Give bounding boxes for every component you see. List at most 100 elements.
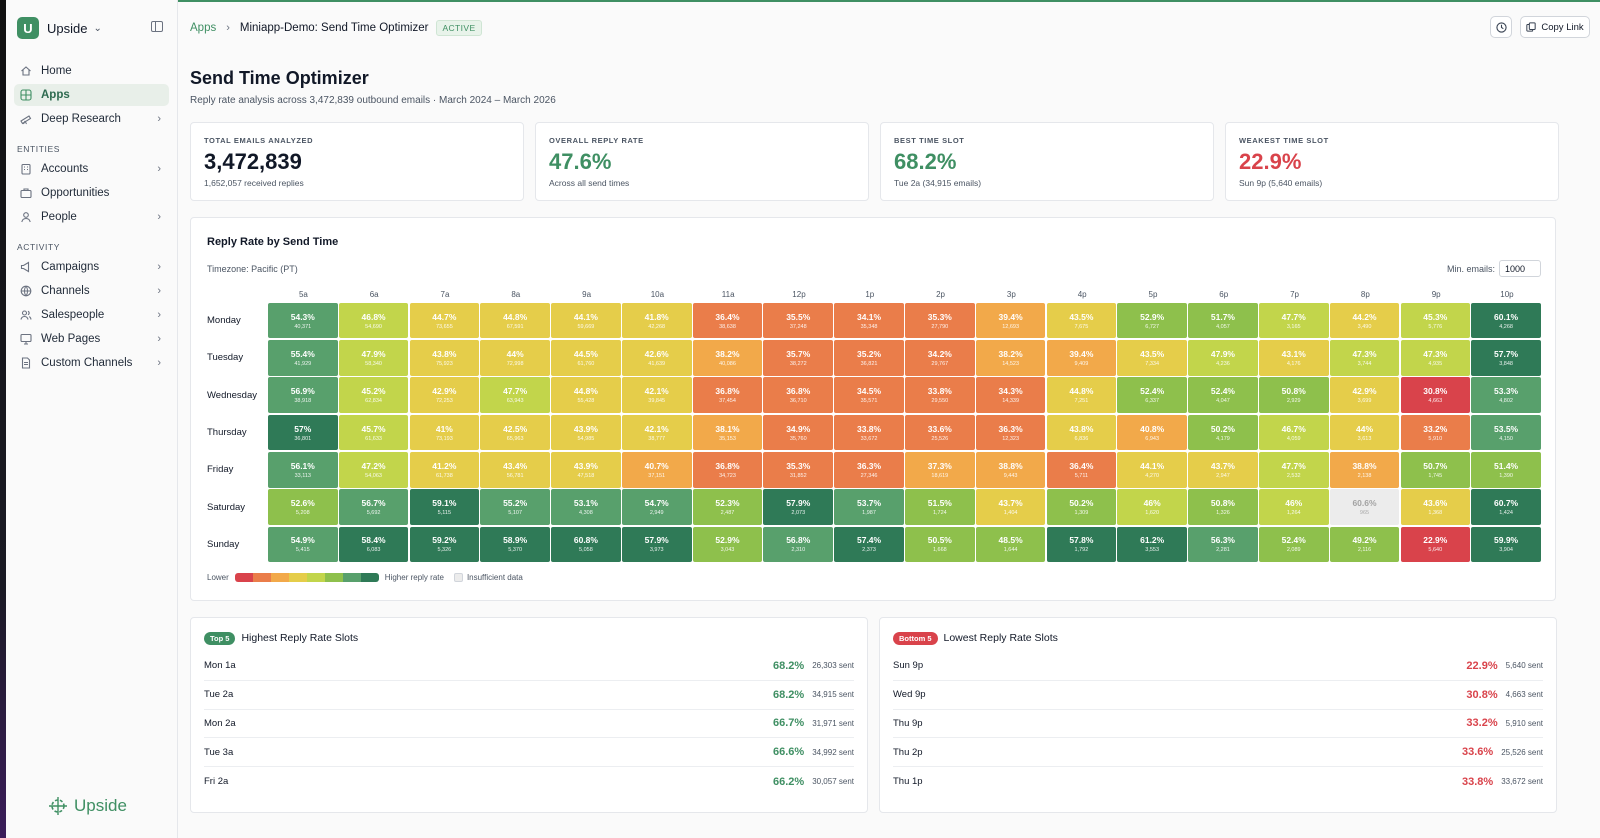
heatmap-cell[interactable]: 42.6% 41,639 <box>621 340 692 376</box>
heatmap-cell[interactable]: 22.9% 5,640 <box>1400 526 1471 563</box>
sidebar-item-deep-research[interactable]: Deep Research › <box>14 108 169 130</box>
heatmap-cell[interactable]: 52.4% 4,047 <box>1188 377 1258 414</box>
heatmap-cell[interactable]: 44.5% 61,760 <box>551 340 621 376</box>
heatmap-cell[interactable]: 36.3% 27,346 <box>834 452 904 488</box>
heatmap-cell[interactable]: 47.3% 4,935 <box>1400 340 1471 376</box>
heatmap-cell[interactable]: 42.9% 3,699 <box>1329 377 1400 414</box>
heatmap-cell[interactable]: 57% 36,801 <box>268 414 338 451</box>
heatmap-cell[interactable]: 33.6% 25,526 <box>905 414 975 451</box>
heatmap-cell[interactable]: 57.9% 3,973 <box>621 526 692 563</box>
heatmap-cell[interactable]: 36.4% 5,711 <box>1046 452 1117 488</box>
heatmap-cell[interactable]: 46.7% 4,059 <box>1258 414 1329 451</box>
breadcrumb-apps-link[interactable]: Apps <box>190 22 217 34</box>
heatmap-cell[interactable]: 44.1% 59,669 <box>551 302 621 339</box>
heatmap-cell[interactable]: 47.7% 63,943 <box>480 377 550 414</box>
heatmap-cell[interactable]: 42.1% 39,845 <box>621 377 692 414</box>
heatmap-cell[interactable]: 33.2% 5,910 <box>1400 414 1471 451</box>
heatmap-cell[interactable]: 56.8% 2,310 <box>763 526 834 563</box>
heatmap-cell[interactable]: 44.8% 67,591 <box>480 302 550 339</box>
heatmap-cell[interactable]: 37.3% 18,619 <box>905 452 975 488</box>
heatmap-cell[interactable]: 38.8% 9,443 <box>975 452 1046 488</box>
heatmap-cell[interactable]: 56.7% 5,692 <box>338 489 409 525</box>
heatmap-cell[interactable]: 36.4% 38,638 <box>692 302 763 339</box>
heatmap-cell[interactable]: 46% 1,620 <box>1117 489 1187 525</box>
heatmap-cell[interactable]: 52.3% 2,487 <box>692 489 763 525</box>
heatmap-cell[interactable]: 43.5% 7,334 <box>1117 340 1187 376</box>
heatmap-cell[interactable]: 53.7% 1,987 <box>834 489 904 525</box>
heatmap-cell[interactable]: 50.7% 1,745 <box>1400 452 1471 488</box>
heatmap-cell[interactable]: 43.5% 7,675 <box>1046 302 1117 339</box>
heatmap-cell[interactable]: 43.9% 47,518 <box>551 452 621 488</box>
heatmap-cell[interactable]: 51.7% 4,057 <box>1188 302 1258 339</box>
heatmap-cell[interactable]: 34.3% 14,339 <box>975 377 1046 414</box>
sidebar-item-home[interactable]: Home <box>14 60 169 82</box>
heatmap-cell[interactable]: 38.1% 35,153 <box>692 414 763 451</box>
heatmap-cell[interactable]: 53.3% 4,802 <box>1471 377 1541 414</box>
heatmap-cell[interactable]: 47.3% 3,744 <box>1329 340 1400 376</box>
heatmap-cell[interactable]: 57.9% 2,073 <box>763 489 834 525</box>
heatmap-cell[interactable]: 43.8% 75,923 <box>409 340 480 376</box>
heatmap-cell[interactable]: 47.7% 2,532 <box>1258 452 1329 488</box>
heatmap-cell[interactable]: 35.2% 36,821 <box>834 340 904 376</box>
heatmap-cell[interactable]: 42.1% 38,777 <box>621 414 692 451</box>
heatmap-cell[interactable]: 51.4% 1,390 <box>1471 452 1541 488</box>
min-emails-input[interactable] <box>1499 260 1541 277</box>
heatmap-cell[interactable]: 44.2% 3,490 <box>1329 302 1400 339</box>
heatmap-cell[interactable]: 46% 1,264 <box>1258 489 1329 525</box>
heatmap-cell[interactable]: 36.8% 36,710 <box>763 377 834 414</box>
heatmap-cell[interactable]: 43.6% 1,368 <box>1400 489 1471 525</box>
heatmap-cell[interactable]: 43.1% 4,176 <box>1258 340 1329 376</box>
heatmap-cell[interactable]: 36.8% 37,454 <box>692 377 763 414</box>
heatmap-cell[interactable]: 47.7% 3,165 <box>1258 302 1329 339</box>
heatmap-cell[interactable]: 54.9% 5,415 <box>268 526 338 563</box>
heatmap-cell[interactable]: 35.7% 38,272 <box>763 340 834 376</box>
heatmap-cell[interactable]: 44.7% 73,655 <box>409 302 480 339</box>
heatmap-cell[interactable]: 42.5% 65,963 <box>480 414 550 451</box>
sidebar-item-salespeople[interactable]: Salespeople › <box>14 304 169 326</box>
heatmap-cell[interactable]: 50.5% 1,668 <box>905 526 975 563</box>
heatmap-cell[interactable]: 59.2% 5,326 <box>409 526 480 563</box>
heatmap-cell[interactable]: 50.8% 1,326 <box>1188 489 1258 525</box>
heatmap-cell[interactable]: 42.9% 72,253 <box>409 377 480 414</box>
heatmap-cell[interactable]: 43.7% 2,947 <box>1188 452 1258 488</box>
sidebar-item-custom-channels[interactable]: Custom Channels › <box>14 352 169 374</box>
copy-link-button[interactable]: Copy Link <box>1520 16 1590 38</box>
heatmap-cell[interactable]: 57.4% 2,373 <box>834 526 904 563</box>
heatmap-cell[interactable]: 47.9% 4,236 <box>1188 340 1258 376</box>
heatmap-cell[interactable]: 41.8% 42,268 <box>621 302 692 339</box>
heatmap-cell[interactable]: 57.7% 3,848 <box>1471 340 1541 376</box>
workspace-switcher[interactable]: U Upside ⌄ <box>14 16 169 40</box>
heatmap-cell[interactable]: 44.1% 4,270 <box>1117 452 1187 488</box>
heatmap-cell[interactable]: 45.2% 62,834 <box>338 377 409 414</box>
heatmap-cell[interactable]: 30.8% 4,663 <box>1400 377 1471 414</box>
heatmap-cell[interactable]: 60.8% 5,058 <box>551 526 621 563</box>
heatmap-cell[interactable]: 61.2% 3,553 <box>1117 526 1187 563</box>
heatmap-cell[interactable]: 33.8% 33,672 <box>834 414 904 451</box>
heatmap-cell[interactable]: 34.9% 35,760 <box>763 414 834 451</box>
heatmap-cell[interactable]: 41.2% 61,738 <box>409 452 480 488</box>
heatmap-cell[interactable]: 52.9% 3,043 <box>692 526 763 563</box>
heatmap-cell[interactable]: 45.7% 61,633 <box>338 414 409 451</box>
heatmap-cell[interactable]: 33.8% 29,550 <box>905 377 975 414</box>
heatmap-cell[interactable]: 45.3% 5,776 <box>1400 302 1471 339</box>
heatmap-cell[interactable]: 60.6% 965 <box>1329 489 1400 525</box>
heatmap-cell[interactable]: 47.9% 58,340 <box>338 340 409 376</box>
heatmap-cell[interactable]: 59.1% 5,115 <box>409 489 480 525</box>
heatmap-cell[interactable]: 44.8% 55,428 <box>551 377 621 414</box>
heatmap-cell[interactable]: 52.9% 6,727 <box>1117 302 1187 339</box>
heatmap-cell[interactable]: 58.4% 6,083 <box>338 526 409 563</box>
heatmap-cell[interactable]: 44% 3,613 <box>1329 414 1400 451</box>
heatmap-cell[interactable]: 58.9% 5,370 <box>480 526 550 563</box>
heatmap-cell[interactable]: 55.2% 5,107 <box>480 489 550 525</box>
heatmap-cell[interactable]: 40.8% 6,943 <box>1117 414 1187 451</box>
heatmap-cell[interactable]: 52.6% 5,208 <box>268 489 338 525</box>
sidebar-item-people[interactable]: People › <box>14 206 169 228</box>
heatmap-cell[interactable]: 53.1% 4,308 <box>551 489 621 525</box>
heatmap-cell[interactable]: 60.7% 1,424 <box>1471 489 1541 525</box>
sidebar-toggle-icon[interactable] <box>151 21 163 32</box>
heatmap-cell[interactable]: 53.5% 4,150 <box>1471 414 1541 451</box>
heatmap-cell[interactable]: 46.8% 54,690 <box>338 302 409 339</box>
heatmap-cell[interactable]: 43.7% 1,404 <box>975 489 1046 525</box>
sidebar-item-opportunities[interactable]: Opportunities <box>14 182 169 204</box>
heatmap-cell[interactable]: 51.5% 1,724 <box>905 489 975 525</box>
